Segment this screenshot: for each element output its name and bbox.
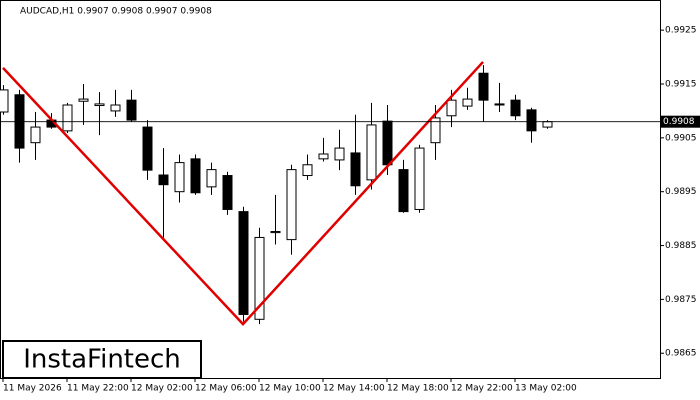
x-tick-label: 12 May 02:00 xyxy=(131,384,193,394)
candle-body xyxy=(414,147,425,210)
candle-body xyxy=(350,152,361,187)
candle-body xyxy=(190,158,201,194)
x-tick-label: 12 May 22:00 xyxy=(451,384,513,394)
candle-body xyxy=(542,121,553,128)
candle-body xyxy=(430,117,441,144)
y-tick-label: 0.9895 xyxy=(665,187,697,197)
candle-body xyxy=(142,126,153,171)
candle-body xyxy=(0,89,9,113)
candle-body xyxy=(334,147,345,161)
x-tick-label: 13 May 02:00 xyxy=(515,384,577,394)
x-tick-label: 12 May 10:00 xyxy=(259,384,321,394)
candle-body xyxy=(78,98,89,102)
current-price-box xyxy=(660,115,700,128)
candle-body xyxy=(238,211,249,315)
x-tick-label: 12 May 06:00 xyxy=(195,384,257,394)
candle-body xyxy=(286,169,297,241)
chart-title: AUDCAD,H1 0.9907 0.9908 0.9907 0.9908 xyxy=(20,7,212,17)
candle-body xyxy=(446,99,457,117)
candle-body xyxy=(30,126,41,144)
candle-body xyxy=(366,124,377,181)
current-price-label: 0.9908 xyxy=(663,117,695,127)
candle-body xyxy=(174,162,185,193)
candle-body xyxy=(254,236,265,320)
candle-body xyxy=(302,164,313,177)
plot-area xyxy=(0,61,553,326)
logo-box xyxy=(2,340,202,379)
candle-body xyxy=(206,169,217,188)
candle-body xyxy=(478,72,489,101)
candle-body xyxy=(62,104,73,132)
y-tick-label: 0.9885 xyxy=(665,241,697,251)
candle-body xyxy=(462,98,473,107)
x-tick-label: 12 May 14:00 xyxy=(323,384,385,394)
candle-body xyxy=(526,109,537,132)
plot-frame xyxy=(0,0,661,379)
candle-body xyxy=(126,99,137,121)
pattern-line xyxy=(2,61,484,326)
y-tick-label: 0.9875 xyxy=(665,295,697,305)
y-tick-label: 0.9905 xyxy=(665,133,697,143)
logo: InstaFintech xyxy=(23,345,181,375)
candle-body xyxy=(318,153,329,160)
x-tick-label: 11 May 2026 xyxy=(3,384,62,394)
candle-body xyxy=(110,104,121,112)
x-tick-label: 11 May 22:00 xyxy=(67,384,129,394)
candle-body xyxy=(398,169,409,213)
candle-body xyxy=(222,175,233,210)
y-tick-label: 0.9915 xyxy=(665,80,697,90)
y-tick-label: 0.9925 xyxy=(665,26,697,36)
candle-body xyxy=(494,103,505,106)
candle-body xyxy=(158,174,169,186)
candle-body xyxy=(510,99,521,117)
candle-body xyxy=(382,120,393,166)
y-tick-label: 0.9865 xyxy=(665,349,697,359)
candle-body xyxy=(270,231,281,234)
candle-body xyxy=(94,103,105,107)
x-tick-label: 12 May 18:00 xyxy=(387,384,449,394)
